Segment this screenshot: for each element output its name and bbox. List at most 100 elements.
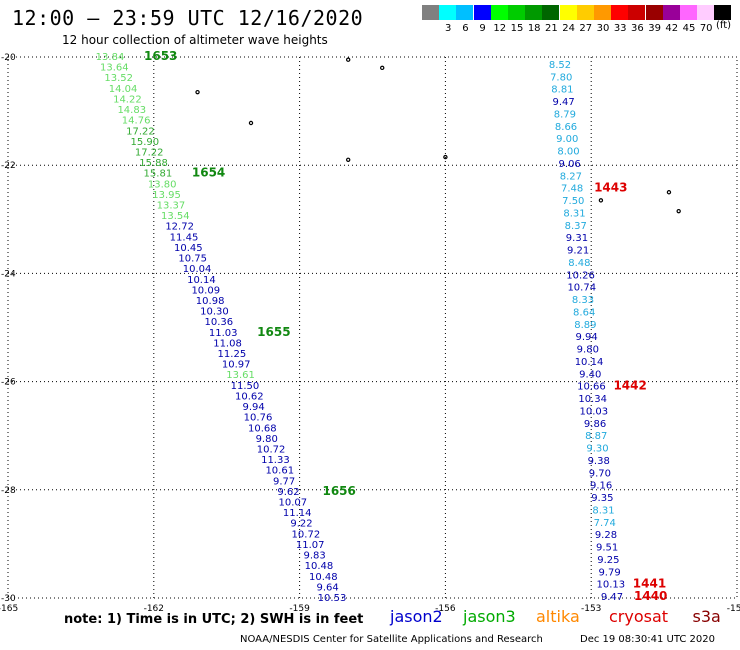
east-track-time-label: 1440 xyxy=(634,589,667,603)
color-scale-label: 42 xyxy=(665,23,679,34)
west-track-wave-height: 10.97 xyxy=(222,360,251,371)
east-track-wave-height: 9.38 xyxy=(588,456,610,467)
east-track-wave-height: 9.25 xyxy=(597,555,619,566)
east-track-wave-height: 8.81 xyxy=(551,85,573,96)
west-track-wave-height: 14.22 xyxy=(113,94,142,105)
altimeter-tracks: 13.8413.6413.5214.0414.2214.8314.7617.22… xyxy=(96,49,668,604)
lon-tick-label: -165 xyxy=(0,604,18,614)
island-marker xyxy=(346,157,351,162)
west-track-wave-height: 11.08 xyxy=(213,338,242,349)
east-track-wave-height: 8.66 xyxy=(555,122,577,133)
east-track-wave-height: 8.00 xyxy=(557,147,579,158)
credit-text: NOAA/NESDIS Center for Satellite Applica… xyxy=(240,634,543,645)
west-track-wave-height: 13.80 xyxy=(148,179,177,190)
west-track-wave-height: 10.75 xyxy=(178,254,207,265)
lat-tick-label: -22 xyxy=(1,161,16,171)
east-track-wave-height: 10.14 xyxy=(575,357,604,368)
west-track-wave-height: 10.53 xyxy=(318,593,347,604)
west-track-wave-height: 9.64 xyxy=(317,582,339,593)
west-track-wave-height: 10.14 xyxy=(187,275,216,286)
east-track-wave-height: 9.40 xyxy=(579,369,601,380)
color-swatch xyxy=(697,5,715,20)
west-track-wave-height: 13.64 xyxy=(100,63,129,74)
color-scale-label: 6 xyxy=(462,23,469,34)
east-track-wave-height: 9.94 xyxy=(575,332,597,343)
west-track-time-label: 1656 xyxy=(322,484,355,498)
color-swatch xyxy=(473,5,491,20)
west-track-wave-height: 10.48 xyxy=(309,572,338,583)
color-scale-label: 24 xyxy=(562,23,575,34)
east-track-time-label: 1443 xyxy=(594,181,627,195)
west-track-wave-height: 11.33 xyxy=(261,455,290,466)
lon-tick-label: -162 xyxy=(144,604,164,614)
east-track-wave-height: 8.31 xyxy=(563,208,585,219)
lat-tick-label: -24 xyxy=(1,269,16,279)
color-scale-label: 9 xyxy=(479,23,486,34)
west-track-wave-height: 9.94 xyxy=(243,402,265,413)
island-marker xyxy=(598,198,604,203)
west-track-wave-height: 10.07 xyxy=(279,498,308,509)
islands-layer xyxy=(195,57,681,214)
east-track-wave-height: 10.66 xyxy=(577,382,606,393)
color-scale-label: 18 xyxy=(527,23,541,34)
east-track-wave-height: 8.33 xyxy=(572,295,594,306)
west-track-wave-height: 13.95 xyxy=(152,190,181,201)
west-track-wave-height: 10.45 xyxy=(174,243,203,254)
east-track-wave-height: 8.89 xyxy=(574,320,596,331)
east-track-wave-height: 8.64 xyxy=(573,307,595,318)
east-track-wave-height: 7.48 xyxy=(561,184,583,195)
color-swatch xyxy=(714,5,732,20)
east-track-wave-height: 10.74 xyxy=(567,283,596,294)
west-track-wave-height: 15.88 xyxy=(139,158,168,169)
west-track-wave-height: 13.54 xyxy=(161,211,190,222)
east-track-wave-height: 8.87 xyxy=(585,431,607,442)
satellite-legend-altika: altika xyxy=(536,607,580,626)
island-marker xyxy=(346,57,351,62)
west-track-wave-height: 10.61 xyxy=(265,466,294,477)
west-track-wave-height: 15.81 xyxy=(144,169,173,180)
satellite-legend-s3a: s3a xyxy=(692,607,721,626)
note-text: note: 1) Time is in UTC; 2) SWH is in fe… xyxy=(64,612,364,627)
map-grid xyxy=(7,56,738,599)
west-track-time-label: 1655 xyxy=(257,325,290,339)
east-track-wave-height: 9.47 xyxy=(601,592,623,603)
map-axes: -165 -162 -159 -156 -153 -150 -20 -22 -24 -26 -28 -… xyxy=(0,53,740,614)
west-track-wave-height: 10.98 xyxy=(196,296,225,307)
color-scale-label: 3 xyxy=(445,23,452,34)
lat-tick-label: -26 xyxy=(1,378,16,388)
east-track-wave-height: 9.21 xyxy=(567,246,589,257)
east-track-time-label: 1442 xyxy=(613,379,646,393)
color-swatch xyxy=(611,5,629,20)
east-track-wave-height: 9.51 xyxy=(596,543,618,554)
east-track-wave-height: 9.47 xyxy=(552,97,574,108)
lat-tick-label: -20 xyxy=(1,53,16,63)
west-track-wave-height: 10.72 xyxy=(292,529,321,540)
east-track-wave-height: 9.80 xyxy=(577,345,599,356)
west-track-wave-height: 10.04 xyxy=(183,264,212,275)
timestamp-text: Dec 19 08:30:41 UTC 2020 xyxy=(580,634,715,645)
island-marker xyxy=(676,208,681,214)
color-scale-label: 70 xyxy=(699,23,713,34)
chart-title: 12:00 – 23:59 UTC 12/16/2020 xyxy=(12,6,364,30)
west-track-wave-height: 13.52 xyxy=(104,73,133,84)
lat-tick-label: -28 xyxy=(1,486,16,496)
color-swatch xyxy=(559,5,577,20)
color-swatch xyxy=(645,5,663,20)
west-track-wave-height: 10.48 xyxy=(305,561,334,572)
west-track-wave-height: 9.80 xyxy=(256,434,278,445)
east-track-time-label: 1441 xyxy=(633,577,666,591)
east-track-wave-height: 9.28 xyxy=(595,530,617,541)
east-track-wave-height: 9.16 xyxy=(590,481,612,492)
color-swatch xyxy=(508,5,525,20)
west-track-wave-height: 9.62 xyxy=(277,487,299,498)
color-scale-label: 12 xyxy=(493,23,507,34)
east-track-wave-height: 8.27 xyxy=(560,171,582,182)
island-marker xyxy=(195,89,200,95)
west-track-wave-height: 10.72 xyxy=(257,444,286,455)
west-track-wave-height: 9.77 xyxy=(273,476,295,487)
east-track-wave-height: 7.50 xyxy=(562,196,584,207)
map-frame xyxy=(7,56,738,599)
satellite-legend-cryosat: cryosat xyxy=(609,607,669,626)
west-track-wave-height: 11.03 xyxy=(209,328,238,339)
west-track-wave-height: 10.36 xyxy=(205,317,234,328)
